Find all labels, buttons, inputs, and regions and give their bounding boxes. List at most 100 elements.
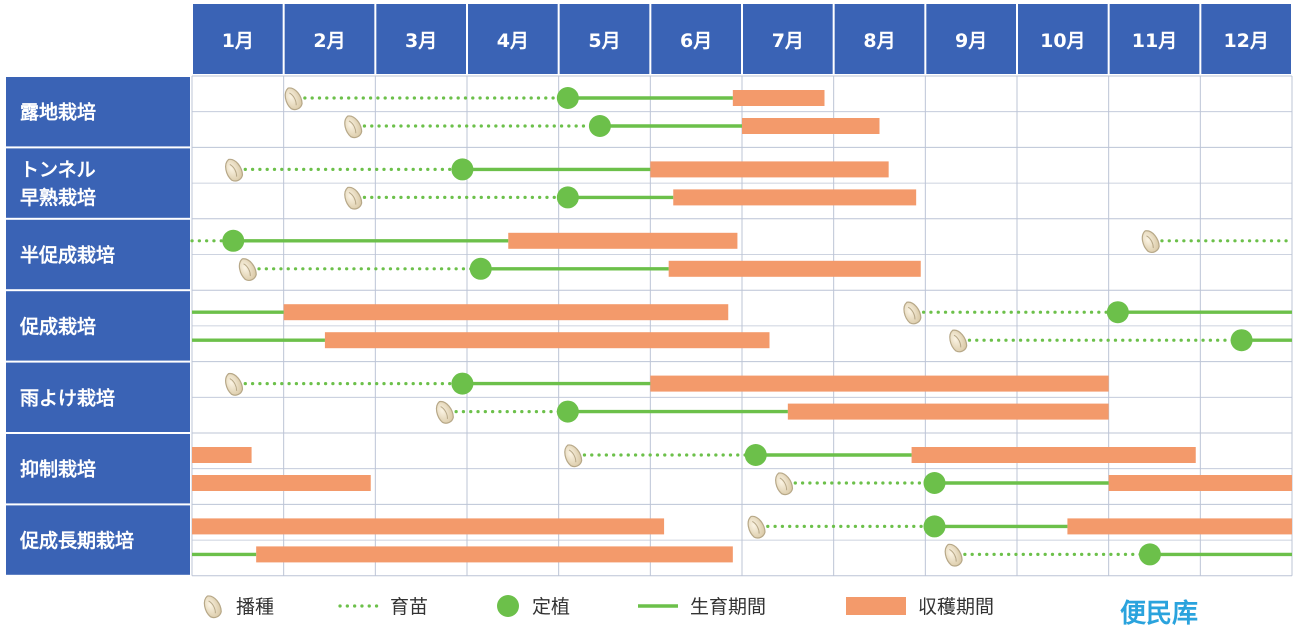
month-label: 7月 (772, 30, 804, 52)
month-label: 4月 (497, 30, 529, 52)
month-label: 12月 (1223, 30, 1268, 52)
row-label-text: 雨よけ栽培 (20, 386, 115, 409)
sowing-seed-icon (225, 158, 244, 182)
schedule-marks (190, 87, 1294, 567)
harvest-bar (192, 518, 665, 535)
harvest-bar (732, 90, 825, 106)
seed-icon (203, 595, 222, 619)
harvest-bar (787, 403, 1109, 420)
seed-groove (208, 600, 216, 614)
planting-dot (744, 444, 767, 466)
seed-groove (289, 92, 297, 106)
seed-groove (348, 120, 357, 134)
sowing-seed-icon (775, 472, 794, 496)
growth-lines (192, 96, 1292, 557)
legend-plant-label: 定植 (532, 596, 570, 618)
planting-dot (556, 400, 579, 423)
planting-dot (923, 515, 946, 538)
harvest-bar (673, 189, 917, 206)
legend-growth-label: 生育期間 (690, 596, 766, 618)
legend-plant: 定植 (497, 595, 570, 618)
planting-dot (451, 372, 474, 395)
row-label-text: 促成栽培 (19, 315, 96, 338)
sowing-seeds (225, 87, 1160, 567)
row-label-text: 半促成栽培 (20, 244, 115, 267)
harvest-bar (508, 232, 738, 249)
row-label-cell (6, 291, 190, 361)
row-label-cell (6, 362, 190, 432)
seed-groove (1146, 235, 1154, 249)
planting-dot-icon (497, 595, 519, 617)
harvest-bar (192, 447, 252, 463)
planting-dot (588, 115, 611, 137)
seed-groove (779, 477, 788, 491)
sowing-seed-icon (949, 329, 968, 353)
harvest-bar (324, 332, 770, 349)
row-label-text: 露地栽培 (20, 101, 96, 124)
legend-sow-label: 播種 (236, 596, 274, 618)
brand-watermark: 便民库 (1120, 599, 1198, 629)
month-label: 10月 (1040, 30, 1085, 52)
legend-harvest-label: 収穫期間 (918, 596, 994, 618)
legend-sow: 播種 (203, 595, 274, 619)
month-label: 2月 (313, 30, 345, 52)
legend-nursery-label: 育苗 (390, 596, 428, 618)
row-label-cell (6, 219, 190, 290)
month-header-cell (1109, 4, 1200, 74)
sowing-seed-icon (435, 401, 454, 424)
harvest-bar (742, 118, 880, 134)
row-label-text: 抑制栽培 (20, 458, 96, 481)
planting-dot (556, 87, 579, 109)
month-label: 11月 (1132, 30, 1177, 52)
planting-dot (451, 158, 474, 181)
month-header-cell (284, 4, 375, 74)
seed-groove (229, 163, 238, 177)
sowing-seed-icon (564, 444, 583, 468)
seed-groove (440, 406, 448, 419)
row-label-cell (6, 505, 190, 575)
month-label: 1月 (222, 30, 254, 52)
row-label-text: 促成長期栽培 (19, 529, 134, 552)
month-header: 1月 2月 3月 4月 5月 6月 7月 8月 9月 10月 11月 12月 (193, 4, 1291, 74)
legend-harvest: 収穫期間 (846, 596, 994, 618)
sowing-seed-icon (284, 87, 303, 111)
month-header-cell (376, 4, 466, 74)
month-header-cell (651, 4, 741, 74)
sowing-seed-icon (344, 115, 363, 139)
harvest-bar (1067, 518, 1292, 535)
month-label: 3月 (405, 30, 437, 52)
sowing-seed-icon (903, 301, 922, 325)
harvest-bars (192, 90, 1292, 563)
month-header-cell (468, 4, 558, 74)
sowing-seed-icon (225, 373, 244, 396)
month-header-cell (743, 4, 833, 74)
harvest-bar (192, 475, 371, 491)
row-label-cell (6, 148, 190, 218)
seed-groove (568, 449, 577, 463)
planting-dots (222, 87, 1253, 566)
planting-dot (1138, 543, 1161, 566)
sowing-seed-icon (1141, 230, 1160, 253)
planting-dot (222, 229, 245, 252)
grid (191, 75, 1293, 577)
harvest-bar (1108, 475, 1292, 491)
harvest-bar (668, 260, 921, 277)
legend: 播種 育苗 定植 生育期間 収穫期間 (203, 595, 994, 619)
month-header-cell (559, 4, 650, 74)
harvest-bar (911, 447, 1196, 463)
planting-dot (923, 472, 946, 494)
harvest-bar (283, 304, 729, 321)
sowing-seed-icon (747, 515, 766, 539)
legend-growth: 生育期間 (638, 596, 766, 618)
harvest-bar (256, 546, 733, 563)
planting-dot (1230, 329, 1253, 352)
harvest-bar (650, 375, 1109, 392)
row-label-cell (6, 434, 190, 504)
harvest-bar (650, 161, 889, 178)
month-header-cell (193, 4, 283, 74)
month-header-cell (834, 4, 925, 74)
planting-dot (469, 257, 492, 280)
month-header-cell (926, 4, 1016, 74)
